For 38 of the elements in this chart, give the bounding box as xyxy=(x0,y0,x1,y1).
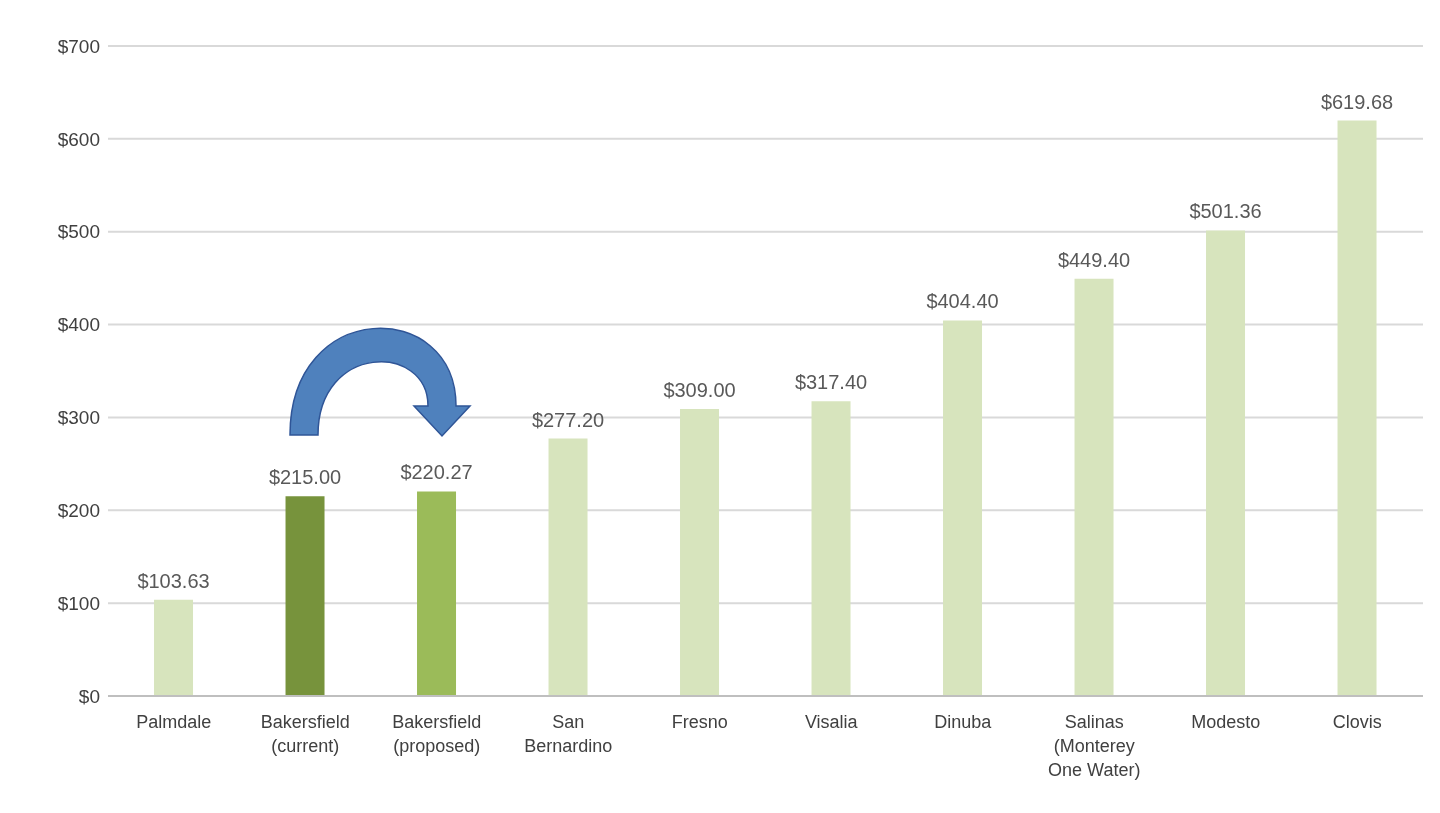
y-tick-label: $700 xyxy=(57,35,100,57)
x-tick-label: Clovis xyxy=(1332,712,1382,732)
y-tick-label: $500 xyxy=(57,221,100,243)
bar xyxy=(417,491,457,696)
y-tick-label: $300 xyxy=(57,407,100,429)
x-tick-label: San Bernardino xyxy=(524,712,613,756)
x-tick-label: Visalia xyxy=(804,712,859,732)
bar xyxy=(154,599,194,696)
data-label: $103.63 xyxy=(137,569,210,592)
x-tick-label: Palmdale xyxy=(136,712,212,732)
data-label: $501.36 xyxy=(1189,200,1262,223)
x-tick-label: Bakersfield (current) xyxy=(260,712,350,756)
bar xyxy=(1074,278,1114,696)
data-label: $277.20 xyxy=(531,408,605,431)
data-label: $309.00 xyxy=(663,379,736,402)
bar xyxy=(548,438,588,696)
data-label: $215.00 xyxy=(268,466,342,489)
x-tick-label: Salinas (Monterey One Water) xyxy=(1048,712,1141,780)
data-label: $449.40 xyxy=(1057,248,1131,271)
y-tick-label: $200 xyxy=(57,500,100,522)
data-label: $619.68 xyxy=(1320,90,1394,113)
y-tick-label: $400 xyxy=(57,314,100,336)
data-label: $317.40 xyxy=(794,371,868,394)
x-tick-label: Dinuba xyxy=(934,712,993,732)
bar xyxy=(811,401,851,696)
x-tick-label: Fresno xyxy=(671,712,728,732)
bar xyxy=(680,409,720,696)
data-label: $220.27 xyxy=(400,461,473,484)
x-tick-label: Bakersfield (proposed) xyxy=(392,712,482,756)
bar xyxy=(1206,230,1246,696)
bar xyxy=(943,320,983,696)
bar xyxy=(285,496,325,696)
data-label: $404.40 xyxy=(926,290,999,313)
bar xyxy=(1337,120,1377,696)
x-tick-label: Modesto xyxy=(1191,712,1261,732)
y-tick-label: $0 xyxy=(78,685,100,707)
y-tick-label: $100 xyxy=(57,592,100,614)
y-tick-label: $600 xyxy=(57,128,100,150)
